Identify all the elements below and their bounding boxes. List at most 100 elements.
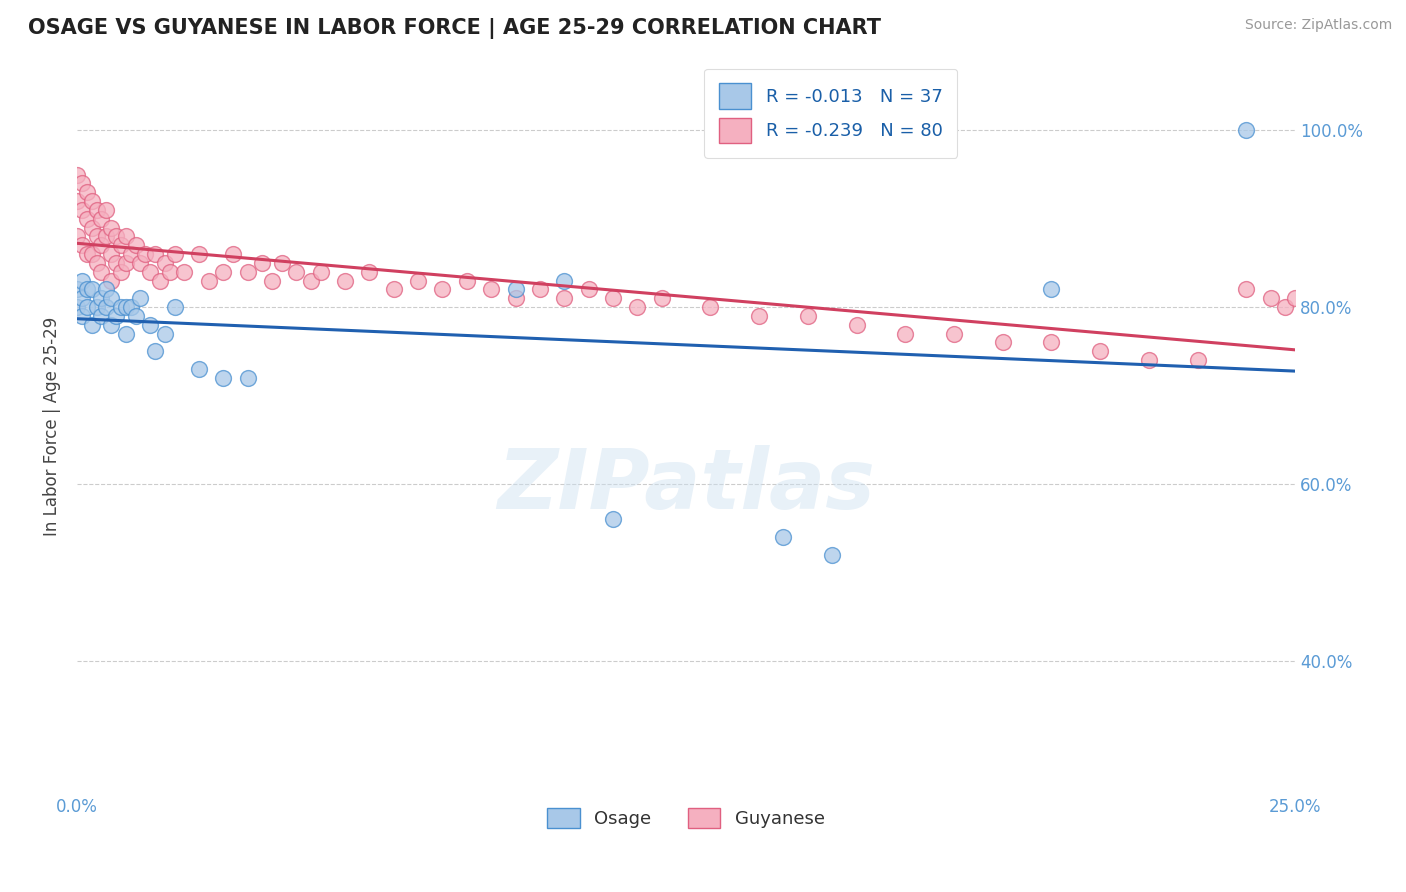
Point — [66, 282, 89, 296]
Point — [124, 309, 146, 323]
Point — [76, 247, 98, 261]
Legend: Osage, Guyanese: Osage, Guyanese — [540, 800, 832, 836]
Point — [76, 185, 98, 199]
Point — [748, 309, 770, 323]
Point — [90, 309, 112, 323]
Point — [1137, 353, 1160, 368]
Point — [991, 335, 1014, 350]
Point — [1234, 123, 1257, 137]
Point — [943, 326, 966, 341]
Point — [100, 291, 122, 305]
Point — [80, 194, 103, 208]
Point — [626, 300, 648, 314]
Point — [114, 300, 136, 314]
Point — [129, 291, 152, 305]
Point — [553, 274, 575, 288]
Point — [149, 274, 172, 288]
Point — [1187, 353, 1209, 368]
Point — [70, 202, 93, 217]
Point — [80, 282, 103, 296]
Point — [96, 300, 118, 314]
Point — [90, 211, 112, 226]
Point — [114, 229, 136, 244]
Point — [66, 194, 89, 208]
Point — [333, 274, 356, 288]
Point — [86, 300, 108, 314]
Point — [70, 274, 93, 288]
Point — [139, 265, 162, 279]
Point — [159, 265, 181, 279]
Point — [197, 274, 219, 288]
Point — [124, 238, 146, 252]
Point — [143, 344, 166, 359]
Point — [76, 300, 98, 314]
Point — [285, 265, 308, 279]
Point — [222, 247, 245, 261]
Point — [105, 309, 128, 323]
Point — [76, 282, 98, 296]
Point — [479, 282, 502, 296]
Point — [432, 282, 454, 296]
Point — [96, 202, 118, 217]
Point — [120, 300, 142, 314]
Point — [70, 291, 93, 305]
Point — [578, 282, 600, 296]
Point — [120, 247, 142, 261]
Point — [1274, 300, 1296, 314]
Point — [86, 229, 108, 244]
Point — [309, 265, 332, 279]
Point — [553, 291, 575, 305]
Point — [86, 256, 108, 270]
Point — [110, 300, 132, 314]
Point — [76, 211, 98, 226]
Point — [1088, 344, 1111, 359]
Point — [894, 326, 917, 341]
Point — [236, 371, 259, 385]
Point — [821, 548, 844, 562]
Point — [163, 300, 186, 314]
Y-axis label: In Labor Force | Age 25-29: In Labor Force | Age 25-29 — [44, 317, 60, 536]
Point — [236, 265, 259, 279]
Point — [699, 300, 721, 314]
Point — [602, 291, 624, 305]
Point — [187, 362, 209, 376]
Point — [456, 274, 478, 288]
Point — [1260, 291, 1282, 305]
Point — [651, 291, 673, 305]
Point — [382, 282, 405, 296]
Text: ZIPatlas: ZIPatlas — [498, 445, 875, 525]
Point — [797, 309, 820, 323]
Point — [110, 238, 132, 252]
Point — [529, 282, 551, 296]
Point — [1284, 291, 1306, 305]
Point — [90, 238, 112, 252]
Point — [110, 265, 132, 279]
Point — [80, 220, 103, 235]
Point — [359, 265, 381, 279]
Point — [163, 247, 186, 261]
Point — [80, 247, 103, 261]
Text: OSAGE VS GUYANESE IN LABOR FORCE | AGE 25-29 CORRELATION CHART: OSAGE VS GUYANESE IN LABOR FORCE | AGE 2… — [28, 18, 882, 39]
Point — [70, 238, 93, 252]
Point — [105, 229, 128, 244]
Point — [299, 274, 322, 288]
Point — [845, 318, 868, 332]
Point — [1040, 335, 1063, 350]
Point — [90, 291, 112, 305]
Point — [114, 326, 136, 341]
Point — [139, 318, 162, 332]
Point — [153, 326, 176, 341]
Point — [80, 318, 103, 332]
Point — [187, 247, 209, 261]
Point — [66, 229, 89, 244]
Point — [212, 265, 235, 279]
Point — [96, 282, 118, 296]
Point — [250, 256, 273, 270]
Point — [143, 247, 166, 261]
Text: Source: ZipAtlas.com: Source: ZipAtlas.com — [1244, 18, 1392, 32]
Point — [406, 274, 429, 288]
Point — [90, 265, 112, 279]
Point — [105, 256, 128, 270]
Point — [129, 256, 152, 270]
Point — [212, 371, 235, 385]
